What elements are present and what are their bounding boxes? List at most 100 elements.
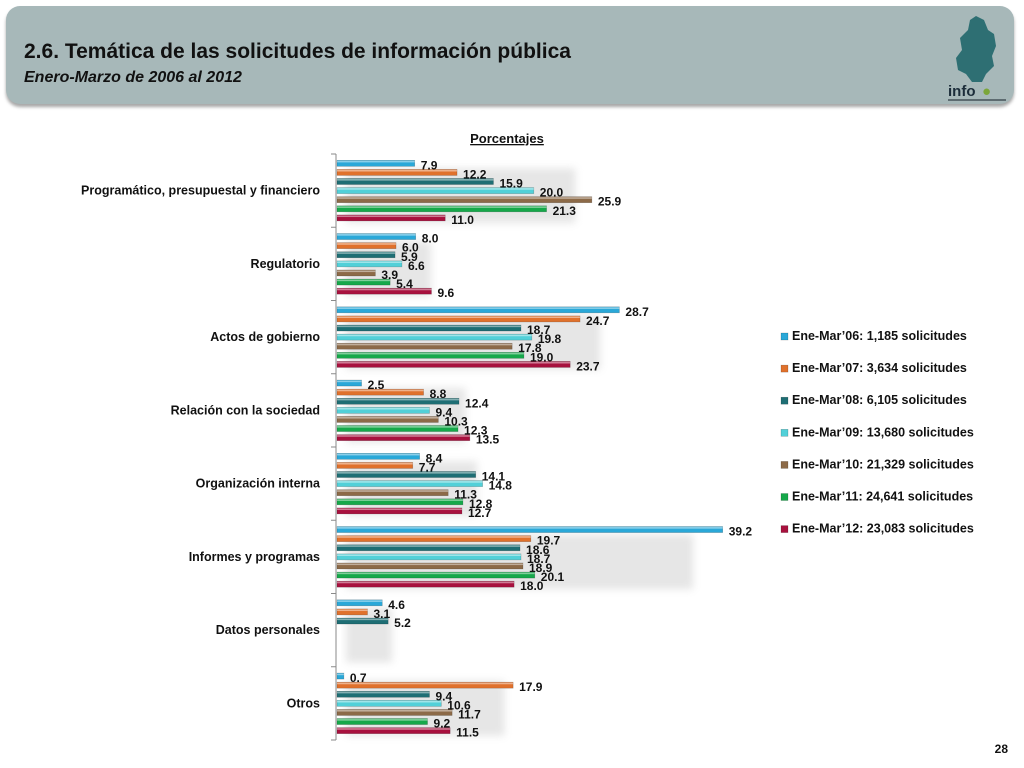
bar-group-shadow xyxy=(346,168,576,223)
data-label: 11.7 xyxy=(458,707,481,721)
category-label: Regulatorio xyxy=(251,257,321,271)
bar-highlight xyxy=(337,554,522,556)
category-label: Organización interna xyxy=(196,477,321,491)
bar xyxy=(336,718,428,725)
bar-highlight xyxy=(337,472,476,474)
data-label: 12.7 xyxy=(468,506,492,520)
bar-highlight xyxy=(337,288,432,291)
data-label: 6.0 xyxy=(402,241,419,255)
legend-label: Ene-Mar’07: 3,634 solicitudes xyxy=(792,361,967,375)
info-df-logo: info ● xyxy=(948,16,1006,101)
bar xyxy=(336,287,432,295)
data-label: 39.2 xyxy=(729,525,753,539)
page-number: 28 xyxy=(994,742,1008,756)
bar xyxy=(336,608,368,616)
data-label: 9.4 xyxy=(435,405,452,419)
data-label: 8.8 xyxy=(430,387,447,401)
svg-text:●: ● xyxy=(982,83,991,100)
bar-highlight xyxy=(337,682,514,685)
bar-highlight xyxy=(337,206,547,208)
category-label: Actos de gobierno xyxy=(210,330,320,344)
bar-highlight xyxy=(337,169,458,172)
logo-text: info xyxy=(948,83,976,100)
legend-swatch xyxy=(780,525,789,533)
bar-highlight xyxy=(337,416,439,419)
bar xyxy=(336,599,383,607)
data-label: 18.7 xyxy=(527,323,551,337)
data-label: 9.6 xyxy=(437,286,454,300)
bar-highlight xyxy=(337,380,362,383)
bar-highlight xyxy=(337,462,413,465)
bar-highlight xyxy=(337,389,424,392)
data-label: 2.5 xyxy=(368,378,385,392)
data-label: 11.3 xyxy=(454,488,477,502)
bar-highlight xyxy=(337,435,470,437)
data-label: 5.9 xyxy=(401,250,418,264)
bar-highlight xyxy=(337,252,396,254)
bar xyxy=(336,489,449,497)
bar xyxy=(336,453,420,460)
bar xyxy=(336,315,581,323)
bar xyxy=(336,471,477,478)
data-label: 20.0 xyxy=(540,186,564,200)
bar xyxy=(336,700,442,707)
category-label: Informes y programas xyxy=(189,550,320,564)
data-label: 17.9 xyxy=(519,680,543,694)
bar-highlight xyxy=(337,719,428,721)
bar xyxy=(336,278,391,286)
legend-label: Ene-Mar’09: 13,680 solicitudes xyxy=(792,425,974,439)
bar-highlight xyxy=(337,563,523,566)
bar-highlight xyxy=(337,609,368,612)
bar-highlight xyxy=(337,709,453,712)
bar-highlight xyxy=(337,316,581,319)
data-label: 18.0 xyxy=(520,579,544,593)
bar-highlight xyxy=(337,279,391,282)
bar xyxy=(336,242,397,249)
bar xyxy=(336,580,515,588)
data-label: 3.1 xyxy=(374,607,391,621)
data-label: 10.3 xyxy=(444,414,468,428)
data-label: 14.1 xyxy=(482,470,506,484)
bar-group-shadow xyxy=(346,534,694,590)
bar-highlight xyxy=(337,581,515,584)
bar-highlight xyxy=(337,243,397,245)
bar-highlight xyxy=(337,160,415,163)
bar xyxy=(336,233,417,240)
bar xyxy=(336,205,547,213)
bar-highlight xyxy=(337,572,535,575)
data-label: 14.8 xyxy=(489,479,513,493)
bar-highlight xyxy=(337,343,513,346)
bar-highlight xyxy=(337,352,524,355)
bar xyxy=(336,397,460,405)
data-label: 10.6 xyxy=(447,698,471,712)
bar-group-shadow xyxy=(346,314,601,370)
data-label: 11.0 xyxy=(451,213,474,227)
data-label: 18.9 xyxy=(529,561,553,575)
legend-label: Ene-Mar’06: 1,185 solicitudes xyxy=(792,329,967,343)
data-label: 18.7 xyxy=(527,552,551,566)
data-label: 15.9 xyxy=(499,177,523,191)
bar xyxy=(336,498,464,506)
bar xyxy=(336,260,403,268)
page-subtitle: Enero-Marzo de 2006 al 2012 xyxy=(24,69,242,86)
data-label: 5.4 xyxy=(396,277,413,291)
bar xyxy=(336,352,525,359)
bar xyxy=(336,690,430,698)
category-label: Programático, presupuestal y financiero xyxy=(81,184,320,198)
bar-highlight xyxy=(337,700,442,703)
bar xyxy=(336,324,522,332)
data-label: 3.9 xyxy=(381,268,398,282)
bar xyxy=(336,535,532,542)
legend-label: Ene-Mar’11: 24,641 solicitudes xyxy=(792,490,973,504)
legend-swatch xyxy=(780,396,789,405)
bar-group-shadow xyxy=(346,388,466,443)
bar xyxy=(336,507,463,515)
data-label: 19.8 xyxy=(538,332,562,346)
chart-title: Porcentajes xyxy=(470,131,544,146)
bar xyxy=(336,562,524,570)
bar-highlight xyxy=(337,527,723,529)
bar xyxy=(336,553,522,561)
bar xyxy=(336,333,533,341)
bar-highlight xyxy=(337,490,449,492)
legend-label: Ene-Mar’12: 23,083 solicitudes xyxy=(792,522,974,536)
